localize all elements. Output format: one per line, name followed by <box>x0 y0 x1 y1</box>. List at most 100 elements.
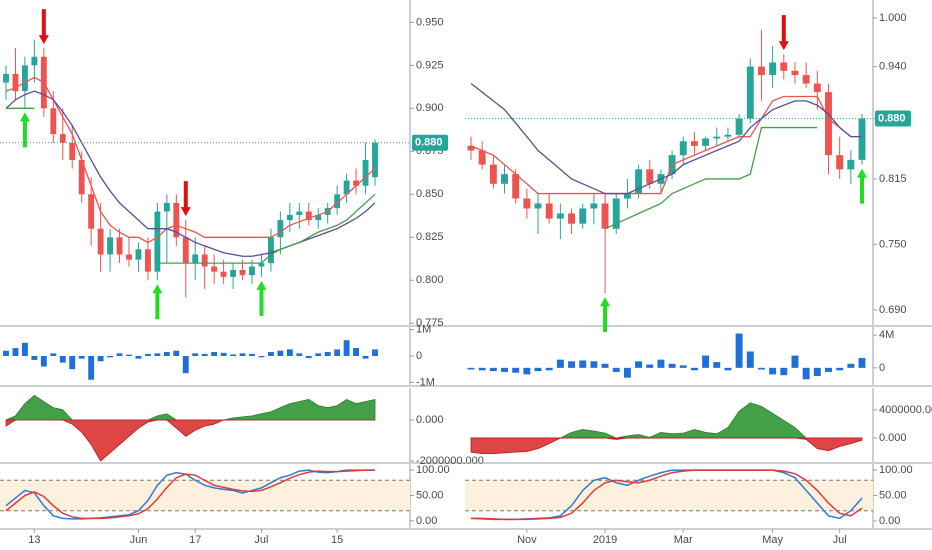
candle-body <box>523 198 531 209</box>
volume-bar <box>690 367 698 371</box>
candle-body <box>791 70 799 76</box>
candle-body <box>702 138 710 146</box>
last-price-box <box>412 134 448 151</box>
volume-bar <box>163 352 170 356</box>
volume-bar <box>825 367 832 372</box>
y-tick-label: 0.850 <box>416 188 444 200</box>
volume-bar <box>802 367 810 380</box>
y-tick-label: 4M <box>879 329 894 341</box>
volume-bar <box>713 362 721 368</box>
volume-bar <box>220 352 227 356</box>
y-tick-label: 1M <box>416 324 431 336</box>
candle-body <box>690 141 698 146</box>
candle-body <box>239 269 246 276</box>
candle-body <box>50 108 57 135</box>
candle-body <box>59 134 66 143</box>
y-tick-label: 0.825 <box>416 231 444 243</box>
volume-bar <box>813 367 821 377</box>
candle-body <box>635 169 643 194</box>
volume-bar <box>192 353 199 356</box>
volume-bar <box>59 356 66 363</box>
candle-body <box>12 73 19 92</box>
sell-arrow <box>38 9 49 45</box>
volume-bar <box>154 353 161 356</box>
candle-body <box>825 92 832 156</box>
candle-body <box>780 62 788 71</box>
y-tick-label: 0.950 <box>416 16 444 28</box>
volume-bar <box>668 363 676 368</box>
y-tick-label: 100.00 <box>879 464 913 476</box>
candle-body <box>362 159 369 186</box>
candle-body <box>556 213 564 219</box>
candle-body <box>163 202 170 212</box>
candle-body <box>220 271 227 277</box>
volume-bar <box>230 354 237 356</box>
candle-body <box>478 150 486 165</box>
volume-bar <box>31 356 38 360</box>
y-tick-label: 0.815 <box>879 173 907 185</box>
x-tick-label: 2019 <box>593 534 617 546</box>
buy-arrow <box>600 297 611 333</box>
candle-body <box>601 203 609 229</box>
buy-arrow <box>19 112 30 148</box>
candle-body <box>126 254 132 260</box>
y-tick-label: 0.690 <box>879 304 907 316</box>
candle-body <box>230 269 237 277</box>
candle-body <box>724 134 732 137</box>
volume-bar <box>277 350 284 356</box>
line <box>5 469 375 520</box>
volume-bar <box>780 367 788 376</box>
volume-bar <box>512 367 520 373</box>
volume-bar <box>858 358 866 368</box>
volume-bar <box>286 349 293 356</box>
candle-body <box>590 203 598 209</box>
line <box>604 126 818 230</box>
line <box>5 90 376 257</box>
volume-bar <box>201 353 208 356</box>
candle-body <box>467 145 475 151</box>
volume-bar <box>679 365 687 368</box>
y-tick-label: 0.800 <box>416 274 444 286</box>
volume-bar <box>211 352 218 356</box>
last-price-label: 0.880 <box>878 112 906 124</box>
x-tick-label: 17 <box>189 534 201 546</box>
candle-body <box>623 193 631 199</box>
candle-body <box>277 220 284 238</box>
x-tick-label: Jun <box>130 534 148 546</box>
volume-bar <box>50 353 57 356</box>
volume-bar <box>107 356 114 358</box>
candle-body <box>267 237 274 264</box>
volume-bar <box>12 348 19 356</box>
y-tick-label: 4000000.000 <box>879 404 932 416</box>
volume-bar <box>3 350 9 356</box>
candle-body <box>192 254 199 264</box>
x-tick-label: Jul <box>833 534 847 546</box>
candle-body <box>201 254 208 267</box>
x-tick-label: Jul <box>254 534 268 546</box>
buy-arrow <box>256 280 267 316</box>
line <box>157 193 376 264</box>
candle-body <box>78 159 85 195</box>
candle-body <box>757 66 765 76</box>
candle-body <box>713 136 721 139</box>
volume-bar <box>545 367 553 371</box>
candle-body <box>249 266 255 276</box>
volume-bar <box>305 356 312 359</box>
candle-body <box>88 194 95 229</box>
y-tick-label: 100.00 <box>416 464 450 476</box>
candle-body <box>746 66 754 119</box>
candle-body <box>135 249 142 260</box>
x-tick-label: Nov <box>517 534 537 546</box>
sell-arrow <box>778 15 789 51</box>
y-tick-label: 50.00 <box>416 489 444 501</box>
volume-bar <box>623 367 631 378</box>
candle-body <box>31 56 38 66</box>
y-tick-label: 0.00 <box>416 515 437 527</box>
volume-bar <box>239 353 246 356</box>
candle-body <box>107 237 114 255</box>
y-tick-label: -2000000.000 <box>416 455 484 467</box>
line <box>471 469 863 521</box>
line <box>470 95 862 195</box>
candle-body <box>769 62 777 76</box>
